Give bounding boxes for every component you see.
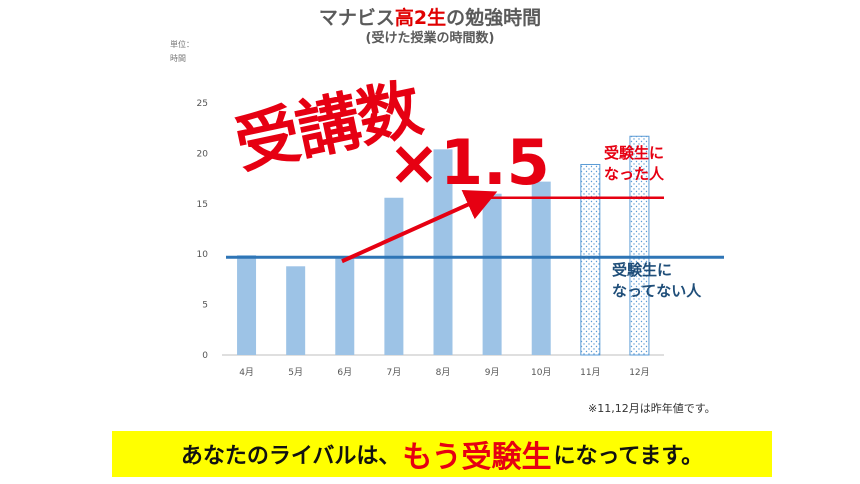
chart-title-block: マナビス高2生の勉強時間 (受けた授業の時間数) [180,6,680,48]
annotation-not-examinee: 受験生に なってない人 [612,260,701,302]
annotation-line: なってない人 [612,282,702,300]
x-tick-label: 5月 [288,367,303,378]
multiplier-text: ×1.5 [388,126,550,199]
bar [286,266,306,355]
y-tick-label: 10 [197,250,209,260]
unit-label-line: 単位： [170,40,194,49]
bar [384,197,404,355]
x-tick-label: 12月 [629,367,649,378]
x-tick-label: 8月 [436,367,451,378]
x-tick-label: 9月 [485,367,500,378]
y-tick-label: 20 [197,149,209,159]
bars [237,135,650,356]
title-highlight: 高2生 [394,7,447,29]
bar [433,149,453,355]
x-tick-label: 7月 [387,367,402,378]
bar-previous-year [629,135,650,356]
title-part: マナビス [318,7,395,29]
y-tick-label: 15 [197,200,208,210]
x-tick-label: 11月 [580,367,600,378]
bar [237,255,257,355]
increase-arrow [341,189,498,264]
bar [335,256,355,355]
y-tick-label: 25 [197,99,208,109]
banner-text: あなたのライバルは、 [180,444,401,469]
annotation-line: なった人 [604,165,665,183]
footnote: ※11,12月は昨年値です。 [588,402,716,415]
annotation-line: 受験生に [604,144,665,162]
chart-title: マナビス高2生の勉強時間 [180,6,680,30]
bar [482,193,502,355]
annotation-became-examinee: 受験生に なった人 [604,143,664,185]
unit-label-line: 時間 [170,54,186,63]
annotation-line: 受験生に [612,261,673,279]
y-tick-label: 0 [202,351,208,361]
banner-emphasis: もう受験生 [402,440,552,475]
y-tick-label: 5 [202,301,208,311]
chart-subtitle: (受けた授業の時間数) [365,31,495,46]
x-tick-label: 4月 [239,367,254,378]
title-part: の勉強時間 [446,7,542,29]
x-tick-label: 10月 [531,367,551,378]
bar [531,181,551,355]
x-axis: 4月 5月 6月 7月 8月 9月 10月 11月 12月 [239,367,649,378]
reference-lines [226,189,724,264]
bar-previous-year [580,163,601,356]
bottom-banner: あなたのライバルは、 もう受験生 になってます。 [112,431,772,477]
unit-label: 単位： 時間 [170,38,210,66]
banner-text: になってます。 [553,444,704,469]
x-tick-label: 6月 [337,367,352,378]
